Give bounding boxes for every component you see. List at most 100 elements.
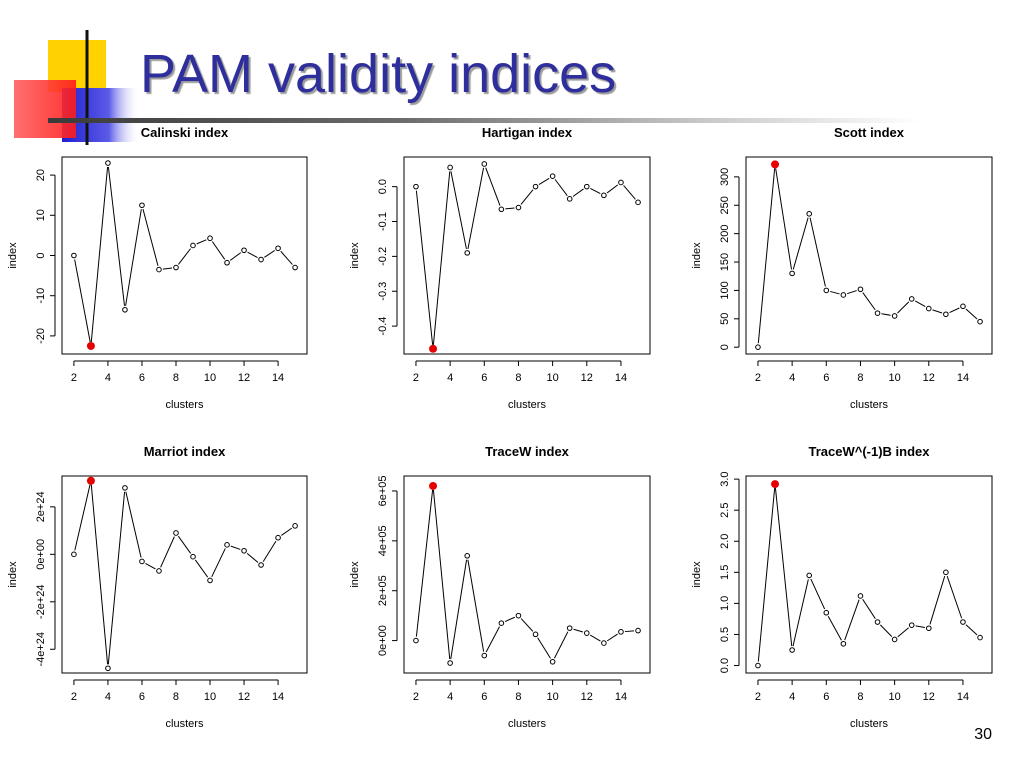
x-tick-label: 6 [481,691,487,703]
title-rule [48,118,920,123]
series-segment [504,616,515,622]
series-segment [847,290,857,295]
data-point [601,192,607,199]
series-segment [554,179,568,196]
data-point [789,647,795,653]
data-point [481,161,488,167]
optimum-point [771,480,780,489]
series-segment [142,208,159,266]
x-tick-label: 8 [173,372,179,384]
data-point [857,286,864,293]
series-segment [74,484,91,551]
data-point [515,612,522,619]
x-tick-label: 6 [139,691,145,703]
chart-panel: TraceW^(-1)B index 2 4 6 8 10 12 14 clusters 0.0 0… [691,444,993,730]
optimum-point [86,476,95,485]
x-tick-label: 6 [823,691,829,703]
data-point [943,311,949,318]
y-tick-label: 0 [719,344,731,350]
x-axis-label: clusters [166,718,204,730]
x-tick-label: 2 [71,372,77,384]
series-segment [572,188,584,197]
y-axis-label: index [691,561,703,588]
data-point [207,577,213,584]
data-point [498,206,505,213]
data-point [122,485,128,491]
x-tick-label: 8 [515,691,521,703]
x-tick-label: 14 [957,372,969,384]
data-point [635,199,641,206]
data-point [977,318,983,325]
data-point [755,344,761,350]
series-segment [162,267,173,270]
data-point [823,609,830,616]
data-point [413,183,419,190]
series-segment [606,633,618,642]
data-point [156,266,162,273]
data-point [447,660,453,666]
series-segment [196,239,207,245]
series-segment [177,535,192,554]
series-segment [467,167,485,250]
series-segment [450,171,467,250]
series-segment [211,548,226,578]
series-segment [415,489,434,637]
chart-title: Calinski index [141,125,229,140]
data-point [925,305,932,312]
y-tick-label: 100 [719,281,731,299]
y-axis-label: index [349,561,361,588]
series-segment [145,562,156,570]
data-point [105,665,111,672]
x-axis-label: clusters [850,399,888,411]
x-tick-label: 12 [581,691,593,703]
data-point [190,242,196,249]
series-segment [965,308,978,320]
series-segment [281,527,293,536]
series-segment [262,540,277,562]
x-tick-label: 10 [204,691,216,703]
x-tick-label: 10 [889,372,901,384]
data-point [977,634,983,641]
series-segment [194,559,209,578]
x-tick-label: 12 [923,372,935,384]
y-tick-label: -2e+24 [35,585,47,620]
series-segment [246,552,259,563]
y-axis-label: index [691,242,703,269]
series-segment [862,292,876,311]
data-point [960,303,966,310]
data-point [139,558,145,565]
data-point [583,183,590,190]
optimum-point [86,341,95,350]
data-point [532,631,539,638]
data-point [498,620,505,626]
x-tick-label: 4 [789,372,795,384]
plot-frame [745,156,993,355]
y-tick-label: 2.0 [719,534,731,549]
series-segment [915,625,925,629]
series-segment [844,599,860,641]
series-segment [211,241,226,260]
x-tick-label: 6 [139,372,145,384]
chart-title: Marriot index [144,444,226,459]
data-point [857,593,864,599]
data-point [840,292,847,298]
series-segment [830,290,840,295]
y-tick-label: 2.5 [719,503,731,518]
data-point [789,270,795,277]
series-segment [415,190,434,345]
series-segment [792,217,809,270]
data-point [806,572,813,579]
y-tick-label: 300 [719,168,731,186]
x-axis-label: clusters [508,399,546,411]
series-segment [74,259,91,343]
x-tick-label: 12 [581,372,593,384]
data-point [618,629,624,635]
data-point [464,250,471,256]
slide-title: PAM validity indices [140,44,617,104]
data-point [173,264,179,271]
data-point [258,256,264,263]
x-tick-label: 10 [547,372,559,384]
series-segment [538,177,550,185]
chart-title: TraceW^(-1)B index [808,444,930,459]
